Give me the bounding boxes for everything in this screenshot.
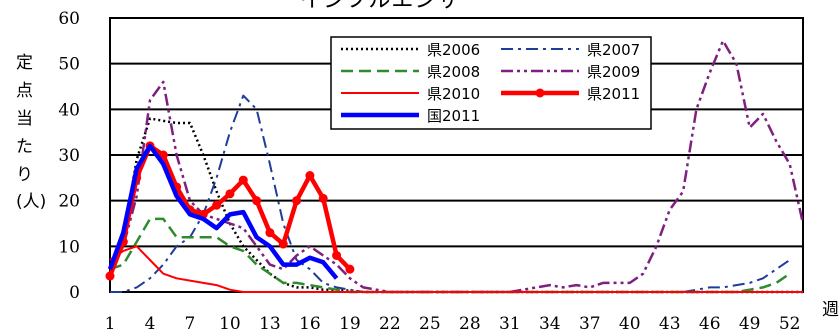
series-marker [105, 271, 115, 281]
series-marker [305, 171, 315, 181]
series-marker [265, 228, 275, 238]
legend-label: 国2011 [427, 107, 480, 125]
x-tick-label: 43 [659, 314, 681, 334]
x-tick-label: 13 [259, 314, 281, 334]
x-tick-label: 40 [619, 314, 641, 334]
series-marker [238, 175, 248, 185]
y-axis-label-char: り [16, 165, 33, 185]
series-marker [332, 250, 342, 260]
series-line [110, 94, 791, 293]
legend-label: 県2006 [427, 41, 480, 59]
y-axis-label-char: 定 [16, 53, 33, 73]
series-line [109, 217, 791, 294]
x-tick-label: 7 [185, 314, 196, 334]
series-marker [225, 189, 235, 199]
series-marker [278, 239, 288, 249]
legend-marker [535, 88, 545, 98]
x-tick-label: 52 [779, 314, 801, 334]
x-tick-label: 28 [459, 314, 481, 334]
x-tick-label: 19 [339, 314, 361, 334]
series-marker [318, 193, 328, 203]
x-tick-label: 10 [219, 314, 241, 334]
x-tick-label: 1 [105, 314, 116, 334]
series-marker [292, 196, 302, 206]
y-tick-label: 0 [69, 283, 80, 303]
y-axis-label-char: 当 [16, 109, 33, 129]
x-tick-label: 34 [539, 314, 561, 334]
chart-title: インフルエンザ [300, 0, 461, 13]
x-tick-label: 46 [699, 314, 721, 334]
legend-label: 県2009 [587, 63, 640, 81]
legend-label: 県2007 [587, 41, 640, 59]
y-tick-label: 40 [58, 100, 80, 120]
y-tick-label: 30 [58, 146, 80, 166]
x-axis-label: 週 [822, 300, 839, 320]
legend-label: 県2011 [587, 85, 640, 103]
y-axis-label-char: 点 [16, 81, 33, 101]
legend-label: 県2010 [427, 85, 480, 103]
legend-label: 県2008 [427, 63, 480, 81]
x-tick-label: 4 [145, 314, 156, 334]
y-tick-label: 50 [58, 55, 80, 75]
x-tick-label: 37 [579, 314, 601, 334]
y-tick-label: 60 [58, 9, 80, 29]
series-marker [212, 200, 222, 210]
x-tick-label: 22 [379, 314, 401, 334]
y-axis-label-char: (人) [16, 192, 47, 212]
series-line [107, 143, 339, 280]
x-tick-label: 31 [499, 314, 521, 334]
series-marker [345, 264, 355, 274]
series-line [109, 245, 803, 293]
x-tick-label: 25 [419, 314, 441, 334]
y-tick-label: 20 [58, 192, 80, 212]
x-tick-label: 16 [299, 314, 321, 334]
y-axis-label-char: た [16, 137, 33, 157]
y-tick-label: 10 [58, 237, 80, 257]
x-tick-label: 49 [739, 314, 761, 334]
series-marker [252, 196, 262, 206]
